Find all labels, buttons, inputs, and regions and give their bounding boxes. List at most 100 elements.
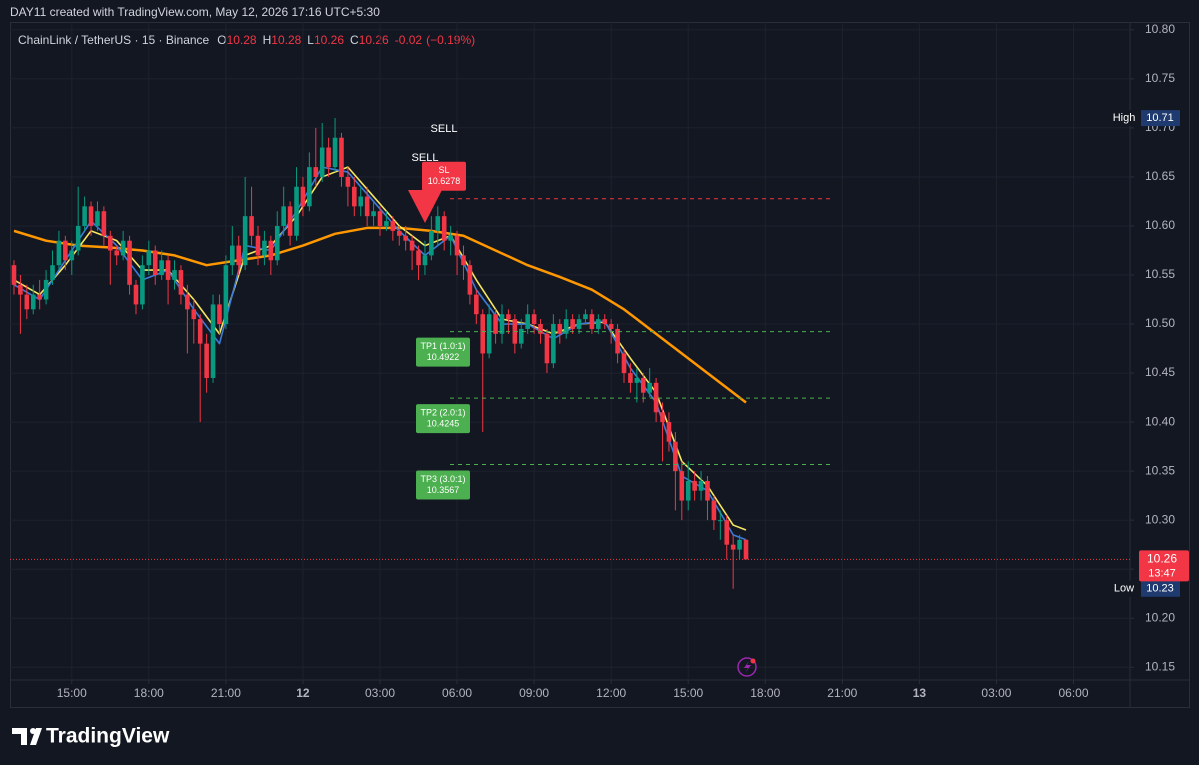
candle-body	[679, 471, 685, 501]
candle-body	[705, 480, 710, 501]
candle-body	[262, 240, 267, 256]
y-tick-label: 10.75	[1145, 71, 1175, 85]
candle-body	[525, 314, 530, 329]
level-box	[416, 404, 470, 434]
logo-dot	[30, 728, 36, 734]
candle-body	[371, 211, 376, 217]
x-tick-label: 21:00	[211, 686, 241, 700]
x-tick-label: 12	[296, 686, 310, 700]
candle-body	[165, 260, 171, 280]
candle-body	[249, 216, 254, 236]
level-label: TP2 (2.0:1)	[420, 407, 465, 417]
last-price-box	[1139, 550, 1189, 582]
y-tick-label: 10.45	[1145, 365, 1175, 379]
level-label: TP3 (3.0:1)	[420, 474, 465, 484]
candle-body	[281, 206, 286, 226]
candle-body	[75, 225, 81, 251]
candle-body	[506, 314, 511, 320]
alert-icon[interactable]	[737, 657, 757, 677]
candle-body	[191, 309, 197, 320]
candle-body	[63, 240, 68, 261]
candle-body	[30, 294, 36, 310]
candle-body	[634, 377, 640, 383]
level-value: 10.3567	[427, 485, 460, 495]
legend-label: H	[263, 33, 272, 47]
x-tick-label: 09:00	[519, 686, 549, 700]
extreme-label: High	[1113, 112, 1136, 124]
y-tick-label: 10.30	[1145, 512, 1175, 526]
candle-body	[82, 206, 87, 226]
legend-change: -0.02	[395, 33, 423, 47]
candle-body	[352, 186, 357, 207]
y-tick-label: 10.35	[1145, 463, 1175, 477]
candle-body	[403, 235, 408, 241]
extreme-value: 10.71	[1146, 112, 1174, 124]
candle-body	[319, 147, 325, 177]
candle-body	[608, 324, 614, 329]
candle-body	[204, 343, 209, 378]
candle-body	[178, 270, 184, 295]
candle-body	[467, 265, 473, 295]
candle-body	[647, 382, 652, 393]
x-tick-label: 12:00	[596, 686, 626, 700]
candle-body	[448, 235, 453, 241]
candle-body	[499, 314, 505, 334]
logo-text: TradingView	[46, 725, 170, 748]
candle-body	[127, 240, 132, 285]
last-price-value: 10.26	[1147, 552, 1177, 566]
candle-body	[377, 211, 383, 226]
level-label: SL	[438, 165, 449, 175]
candle-body	[486, 314, 492, 354]
candle-body	[628, 373, 633, 383]
candle-body	[120, 240, 126, 256]
level-box	[416, 470, 470, 500]
extreme-tag	[1107, 110, 1141, 127]
candle-body	[236, 245, 242, 266]
candle-body	[685, 480, 691, 501]
candle-body	[300, 186, 306, 207]
candle-body	[711, 500, 717, 521]
plot	[11, 118, 749, 589]
candle-body	[313, 167, 319, 177]
candle-body	[544, 333, 550, 364]
candle-body	[307, 167, 312, 207]
level-value: 10.6278	[428, 176, 461, 186]
moving-average	[13, 226, 747, 404]
alert-bolt	[744, 661, 751, 673]
candle-body	[493, 314, 498, 334]
legend-value: 10.26	[314, 33, 344, 47]
candle-body	[583, 314, 588, 320]
candle-body	[274, 225, 280, 261]
y-tick-label: 10.80	[1145, 22, 1175, 36]
candle-body	[217, 304, 222, 325]
x-tick-label: 18:00	[134, 686, 164, 700]
candle-body	[326, 147, 331, 168]
candle-body	[242, 216, 248, 266]
candle-body	[474, 294, 479, 315]
candle-body	[435, 216, 441, 231]
symbol-title: ChainLink / TetherUS · 15 · Binance	[18, 33, 210, 47]
candle-body	[743, 539, 749, 560]
candle-body	[666, 422, 672, 442]
candle-body	[698, 480, 704, 491]
last-price-countdown: 13:47	[1148, 567, 1176, 579]
y-tick-label: 10.40	[1145, 414, 1175, 428]
legend-label: O	[217, 33, 226, 47]
sell-arrow	[408, 190, 442, 223]
candle-body	[673, 441, 678, 472]
candle-body	[345, 176, 351, 187]
candle-body	[384, 221, 389, 226]
y-tick-label: 10.50	[1145, 316, 1175, 330]
candle-body	[50, 265, 55, 280]
x-tick-label: 21:00	[827, 686, 857, 700]
candle-body	[133, 284, 139, 305]
candle-body	[730, 544, 736, 550]
candle-body	[602, 319, 608, 325]
candle-body	[268, 240, 274, 261]
candle-body	[621, 353, 627, 374]
candle-body	[287, 206, 293, 236]
candle-body	[152, 250, 158, 276]
